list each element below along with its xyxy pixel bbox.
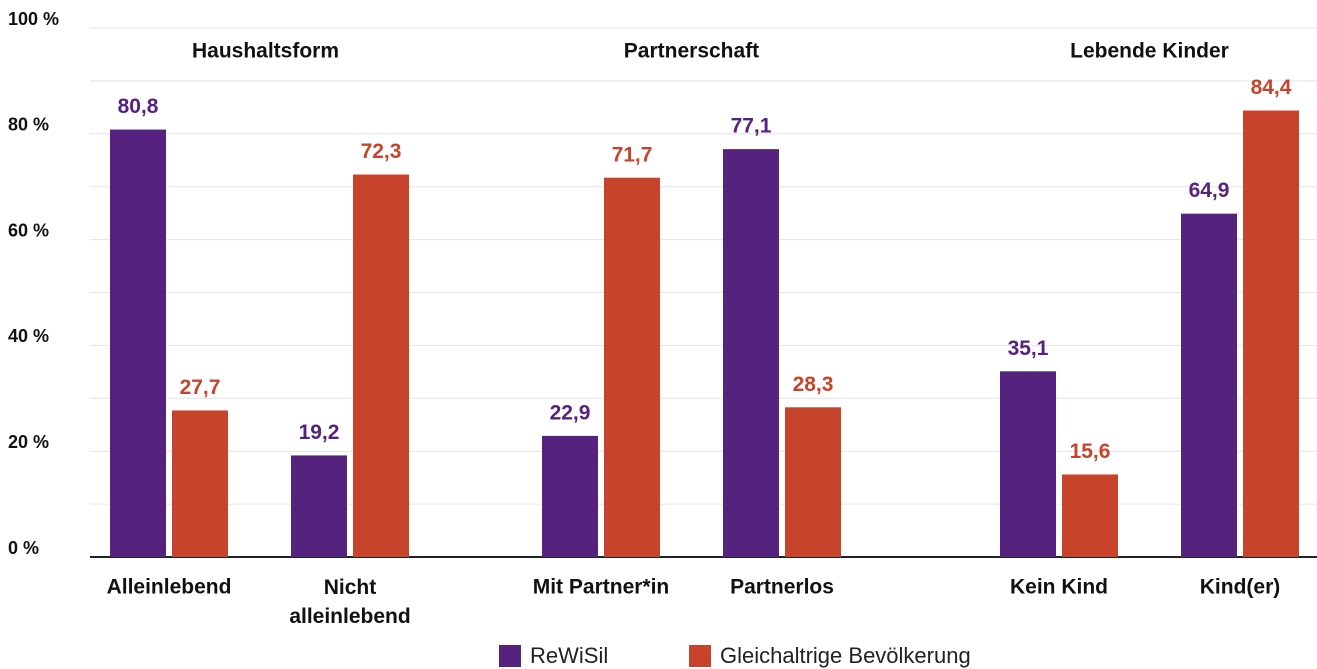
bar xyxy=(1062,474,1118,557)
value-label: 15,6 xyxy=(1070,440,1111,463)
y-tick-label: 20 % xyxy=(8,432,49,452)
bar xyxy=(1243,110,1299,558)
legend-swatch xyxy=(689,645,711,667)
value-label: 35,1 xyxy=(1008,337,1049,360)
value-label: 28,3 xyxy=(793,373,834,396)
x-tick-label: Nicht alleinlebend xyxy=(289,576,410,628)
x-tick-label: Kein Kind xyxy=(1010,576,1108,599)
bar xyxy=(291,455,347,557)
value-label: 84,4 xyxy=(1251,76,1292,99)
value-label: 71,7 xyxy=(612,143,653,166)
bar xyxy=(723,149,779,558)
y-tick-label: 100 % xyxy=(8,9,59,29)
value-label: 72,3 xyxy=(361,140,402,163)
legend-label: Gleichaltrige Bevölkerung xyxy=(720,643,971,668)
legend-label: ReWiSil xyxy=(530,643,608,668)
x-tick-label: Mit Partner*in xyxy=(533,576,670,599)
bar xyxy=(604,177,660,557)
value-label: 77,1 xyxy=(731,115,772,138)
group-label: Partnerschaft xyxy=(624,40,759,63)
value-label: 64,9 xyxy=(1189,179,1230,202)
bar xyxy=(1000,371,1056,557)
value-label: 80,8 xyxy=(118,95,159,118)
x-tick-label: Partnerlos xyxy=(730,576,834,599)
bar xyxy=(785,407,841,557)
value-label: 22,9 xyxy=(550,401,591,424)
bar xyxy=(172,410,228,557)
group-label: Lebende Kinder xyxy=(1070,40,1229,63)
y-tick-label: 40 % xyxy=(8,326,49,346)
value-label: 19,2 xyxy=(299,421,340,444)
legend-swatch xyxy=(499,645,521,667)
x-tick-label: Kind(er) xyxy=(1200,576,1281,599)
y-tick-label: 60 % xyxy=(8,220,49,240)
bar xyxy=(110,129,166,557)
bar xyxy=(542,435,598,557)
x-tick-label: Alleinlebend xyxy=(107,576,232,599)
y-tick-label: 80 % xyxy=(8,115,49,135)
bar xyxy=(1181,213,1237,557)
y-tick-label: 0 % xyxy=(8,538,39,558)
group-label: Haushaltsform xyxy=(192,40,339,63)
value-label: 27,7 xyxy=(180,376,221,399)
bar xyxy=(353,174,409,557)
